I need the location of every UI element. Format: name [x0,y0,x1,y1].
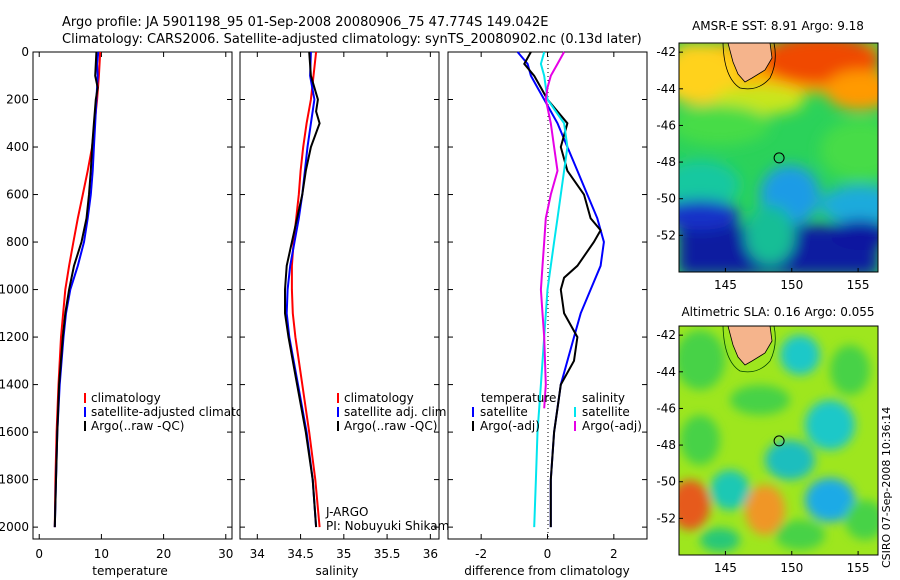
y-tick-label: 2000 [0,520,29,534]
y-tick-label: 400 [6,140,29,154]
tasmania-landmass [727,326,773,366]
map-y-tick-label: -42 [656,328,676,342]
x-tick-label: 0 [35,547,43,561]
temperature-lines [53,51,102,528]
x-tick-label: 30 [218,547,233,561]
y-tick-label: 600 [6,188,29,202]
y-tick-label: 800 [6,235,29,249]
temperature-panel: 0 10 20 30 0 200 400 600 800 1000 1200 1400 1600 1800… [0,45,269,578]
legend-heading-temperature: temperature [481,391,556,405]
x-tick-label: 0 [544,547,552,561]
sla-map-title: Altimetric SLA: 0.16 Argo: 0.055 [681,305,874,319]
difference-panel: -2 0 2 temperature salinity satellite Argo… [447,51,648,578]
sla-ticks: 145 150 155 -42 -44 -46 -48 -50 -52 [656,328,869,575]
sla-axes-box [678,325,879,556]
map-y-tick-label: -48 [656,155,676,169]
x-tick-label: 34.5 [287,547,314,561]
legend-label-satellite: satellite-adjusted climatology [91,405,269,419]
x-tick-label: 2 [610,547,618,561]
map-y-tick-label: -44 [656,365,676,379]
legend-label-argo: Argo(..raw -QC) [91,419,184,433]
salinity-panel: 34 34.5 35 35.5 36 climatology satellite adj… [239,51,457,578]
legend-label-sal-argo: Argo(-adj) [582,419,642,433]
map-x-tick-label: 150 [780,278,803,292]
map-x-tick-label: 150 [780,561,803,575]
difference-legend: temperature salinity satellite Argo(-adj… [472,391,642,433]
series-line-argo-raw-qc- [284,51,321,528]
sst-argo-marker [773,152,785,164]
x-tick-label: 35.5 [374,547,401,561]
difference-ticks: -2 0 2 [448,51,647,561]
credit-line2: PI: Nobuyuki Shikama [326,519,457,533]
sst-heatmap [679,43,878,272]
map-y-tick-label: -44 [656,82,676,96]
legend-label-climatology: climatology [91,391,161,405]
map-y-tick-label: -42 [656,45,676,59]
y-tick-label: 1200 [0,330,29,344]
y-tick-label: 1600 [0,425,29,439]
salinity-lines [284,51,321,528]
map-y-tick-label: -50 [656,475,676,489]
series-line-argo-adj- [539,51,565,409]
map-y-tick-label: -52 [656,228,676,242]
temperature-legend: climatology satellite-adjusted climatolo… [84,391,269,433]
salinity-xlabel: salinity [315,564,358,578]
difference-lines [516,51,605,528]
temperature-xlabel: temperature [92,564,167,578]
map-x-tick-label: 155 [847,561,870,575]
series-line-argo-adj- [523,51,602,528]
legend-label-sal-satellite: satellite [582,405,630,419]
credit-line1: J-ARGO [325,505,368,519]
y-tick-label: 200 [6,93,29,107]
salinity-legend: climatology satellite adj. clim. Argo(..… [337,391,450,433]
legend-heading-salinity: salinity [582,391,625,405]
side-label: CSIRO 07-Sep-2008 10:36:14 [880,407,893,568]
x-tick-label: 36 [423,547,438,561]
salinity-ticks: 34 34.5 35 35.5 36 [240,51,439,561]
map-y-tick-label: -48 [656,438,676,452]
sst-map-title: AMSR-E SST: 8.91 Argo: 9.18 [692,19,864,33]
map-y-tick-label: -52 [656,511,676,525]
series-line-argo-raw-qc- [53,51,99,528]
sla-map-panel: Altimetric SLA: 0.16 Argo: 0.055 [656,305,879,575]
figure-title-line2: Climatology: CARS2006. Satellite-adjuste… [62,32,642,47]
x-tick-label: 20 [156,547,171,561]
legend-label-argo: Argo(..raw -QC) [344,419,437,433]
y-tick-label: 0 [21,45,29,59]
sla-heatmap [679,326,878,555]
y-tick-label: 1800 [0,473,29,487]
legend-label-temp-satellite: satellite [480,405,528,419]
map-x-tick-label: 145 [714,561,737,575]
y-tick-label: 1000 [0,283,29,297]
temperature-ticks: 0 10 20 30 0 200 400 600 800 1000 1200 1400 1600 1800… [0,45,233,561]
map-x-tick-label: 145 [714,278,737,292]
legend-label-satellite: satellite adj. clim. [344,405,450,419]
salinity-axes-box [239,51,440,540]
sla-contour [722,326,776,373]
sst-ticks: 145 150 155 -42 -44 -46 -48 -50 -52 [656,45,869,292]
legend-label-temp-argo: Argo(-adj) [480,419,540,433]
map-y-tick-label: -46 [656,118,676,132]
map-y-tick-label: -46 [656,401,676,415]
x-tick-label: 34 [250,547,265,561]
temperature-axes-box [32,51,233,540]
y-tick-label: 1400 [0,378,29,392]
figure-title-line1: Argo profile: JA 5901198_95 01-Sep-2008 … [62,15,548,30]
legend-label-climatology: climatology [344,391,414,405]
x-tick-label: 35 [336,547,351,561]
x-tick-label: 10 [94,547,109,561]
difference-xlabel: difference from climatology [464,564,630,578]
map-y-tick-label: -50 [656,192,676,206]
map-x-tick-label: 155 [847,278,870,292]
sst-map-panel: AMSR-E SST: 8.91 Argo: 9.18 [656,19,879,292]
sst-contour [722,43,776,90]
sla-argo-marker [773,435,785,447]
tasmania-landmass [727,43,773,83]
x-tick-label: -2 [475,547,487,561]
sst-axes-box [678,42,879,273]
